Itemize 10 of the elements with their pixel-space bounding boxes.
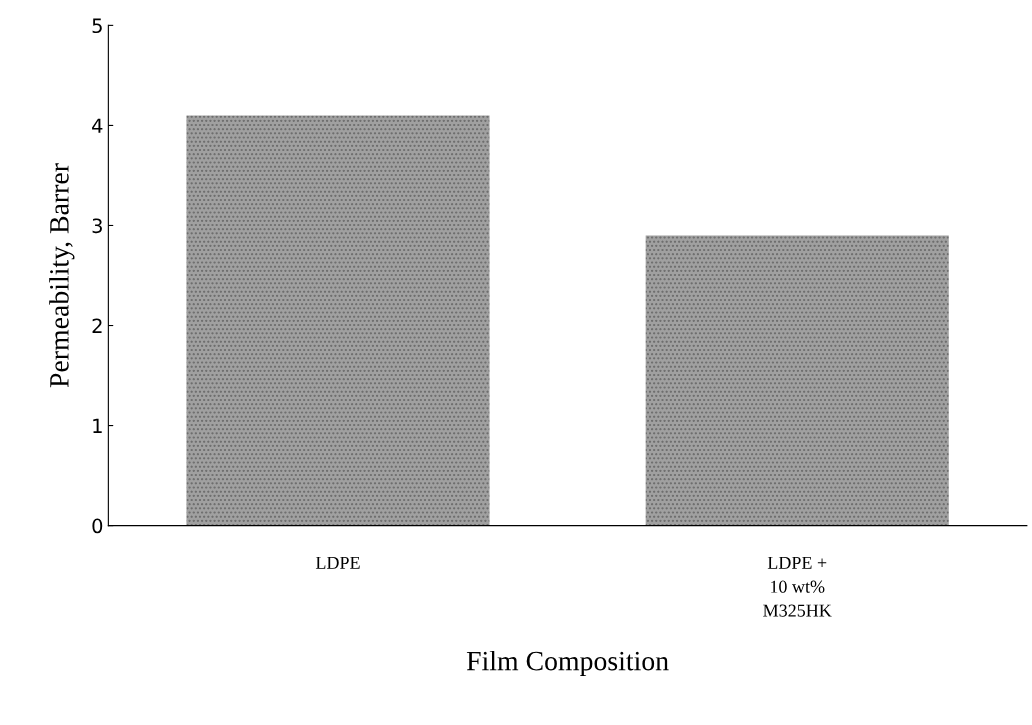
x-tick-label: LDPE + 10 wt% M325HK	[763, 556, 832, 617]
y-tick-label: 5	[92, 18, 102, 34]
y-tick-label: 0	[92, 518, 103, 534]
y-tick-label: 4	[92, 118, 103, 133]
y-tick-label: 2	[92, 318, 102, 333]
y-tick-label: 3	[92, 218, 102, 234]
x-axis-title: Film Composition	[466, 650, 669, 677]
y-axis-title: Permeability, Barrer	[49, 163, 75, 388]
y-tick-label: 1	[93, 418, 102, 433]
x-tick-label: LDPE	[315, 556, 360, 569]
